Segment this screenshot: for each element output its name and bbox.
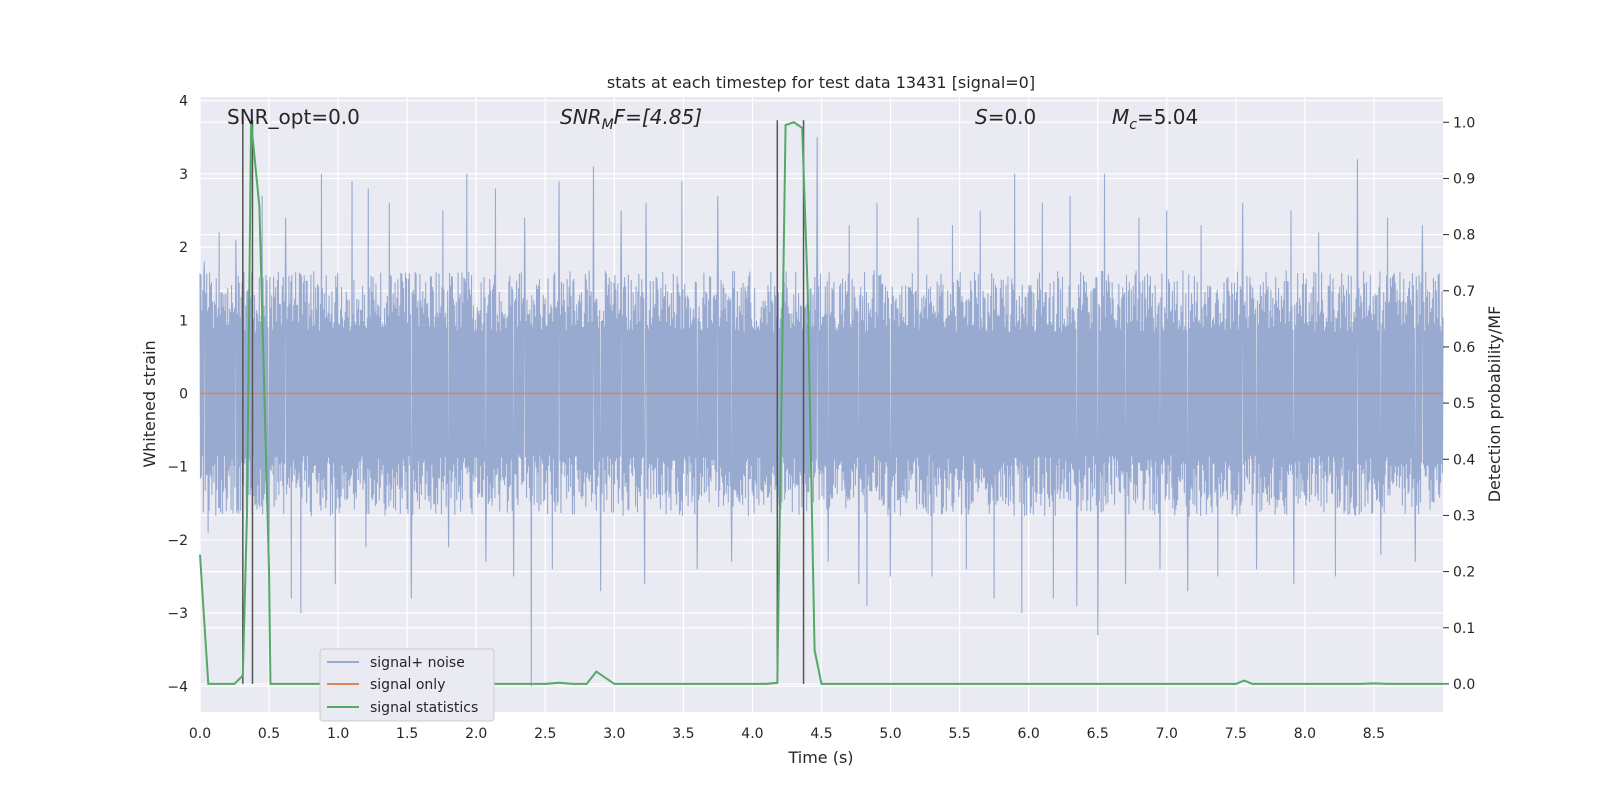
legend-label-stats: signal statistics xyxy=(370,700,478,716)
y-tick-label: 1 xyxy=(179,313,188,329)
noise-layer xyxy=(199,137,1444,687)
y2-tick-label: 0.0 xyxy=(1453,677,1475,693)
x-axis-label: Time (s) xyxy=(787,748,853,767)
y2-axis-label: Detection probability/MF xyxy=(1485,306,1504,503)
s-annotation: S=0.0 xyxy=(975,105,1036,129)
legend-label-signal: signal only xyxy=(370,677,445,693)
y2-tick-label: 1.0 xyxy=(1453,115,1475,131)
snr-mf-rest: F=[4.85] xyxy=(614,105,702,129)
mc-annotation: Mc=5.04 xyxy=(1112,105,1198,133)
x-tick-label: 6.0 xyxy=(1018,726,1040,742)
x-tick-label: 8.0 xyxy=(1294,726,1316,742)
y-tick-label: 0 xyxy=(179,387,188,403)
snr-opt-annotation: SNR_opt=0.0 xyxy=(227,105,360,129)
y2-tick-label: 0.7 xyxy=(1453,284,1475,300)
x-tick-label: 7.5 xyxy=(1225,726,1247,742)
y-axis-label: Whitened strain xyxy=(140,340,159,467)
y2-tick-label: 0.2 xyxy=(1453,565,1475,581)
s-rest: =0.0 xyxy=(988,105,1037,129)
legend-label-noise: signal+ noise xyxy=(370,655,465,671)
y-tick-label: −2 xyxy=(167,533,188,549)
mc-sub: c xyxy=(1129,117,1137,133)
x-tick-label: 4.5 xyxy=(810,726,832,742)
x-tick-label: 5.0 xyxy=(879,726,901,742)
x-tick-label: 8.5 xyxy=(1363,726,1385,742)
x-tick-label: 3.5 xyxy=(672,726,694,742)
x-tick-label: 1.5 xyxy=(396,726,418,742)
x-tick-label: 0.5 xyxy=(258,726,280,742)
y2-tick-labels: 1.0 0.9 0.8 0.7 0.6 0.5 0.4 0.3 0.2 0.1 0.0 xyxy=(1443,115,1475,693)
x-tick-label: 7.0 xyxy=(1156,726,1178,742)
snr-mf-sub: M xyxy=(602,117,614,133)
chart-title: stats at each timestep for test data 134… xyxy=(607,73,1035,92)
y-tick-label: 3 xyxy=(179,167,188,183)
legend: signal+ noise signal only signal statist… xyxy=(319,648,495,722)
snr-mf-base: SNR xyxy=(560,105,602,129)
mc-var: M xyxy=(1112,105,1129,129)
x-tick-label: 5.5 xyxy=(948,726,970,742)
vline-layer xyxy=(242,120,805,684)
y-tick-label: −1 xyxy=(167,460,188,476)
y2-tick-label: 0.4 xyxy=(1453,452,1475,468)
y2-tick-label: 0.5 xyxy=(1453,396,1475,412)
x-tick-label: 1.0 xyxy=(327,726,349,742)
x-tick-label: 3.0 xyxy=(603,726,625,742)
y-tick-label: 4 xyxy=(179,94,188,110)
x-tick-label: 0.0 xyxy=(189,726,211,742)
y-tick-label: −4 xyxy=(167,679,188,695)
x-tick-labels: 0.0 0.5 1.0 1.5 2.0 2.5 3.0 3.5 4.0 4.5 5.0 5.5 6.0 6… xyxy=(189,726,1385,742)
y2-tick-label: 0.8 xyxy=(1453,228,1475,244)
x-tick-label: 4.0 xyxy=(741,726,763,742)
snr-mf-annotation: SNRMF=[4.85] xyxy=(560,105,702,133)
signal-statistics-line xyxy=(199,121,1443,685)
x-tick-label: 6.5 xyxy=(1087,726,1109,742)
y2-tick-label: 0.1 xyxy=(1453,621,1475,637)
y2-tick-label: 0.9 xyxy=(1453,171,1475,187)
noise-trace xyxy=(199,137,1444,687)
y-tick-label: 2 xyxy=(179,240,188,256)
y-tick-label: −3 xyxy=(167,606,188,622)
y2-tick-label: 0.6 xyxy=(1453,340,1475,356)
y-tick-labels: 4 3 2 1 0 −1 −2 −3 −4 xyxy=(167,94,188,696)
y2-tick-label: 0.3 xyxy=(1453,508,1475,524)
s-var: S xyxy=(975,105,988,129)
x-tick-label: 2.0 xyxy=(465,726,487,742)
legend-box xyxy=(319,648,495,722)
mc-rest: =5.04 xyxy=(1137,105,1198,129)
x-tick-label: 2.5 xyxy=(534,726,556,742)
